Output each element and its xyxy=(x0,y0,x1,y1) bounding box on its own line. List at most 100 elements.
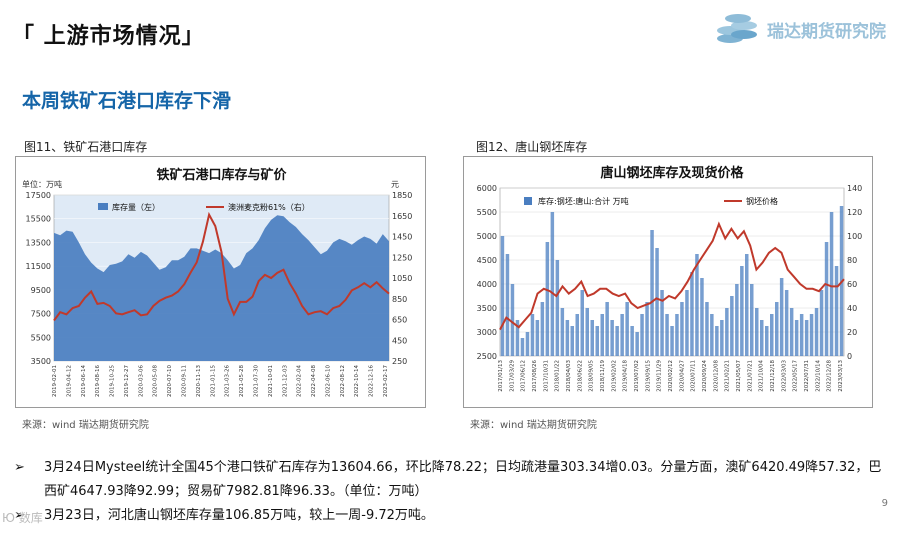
inventory-bar xyxy=(675,314,679,356)
inventory-bar xyxy=(750,284,754,356)
inventory-bar xyxy=(685,290,689,356)
inventory-bar xyxy=(695,254,699,356)
inventory-bar xyxy=(720,320,724,356)
inventory-bar xyxy=(770,314,774,356)
x-tick-label: 2019-02-01 xyxy=(52,365,58,397)
inventory-bar xyxy=(819,290,824,356)
x-tick-label: 2017/03/29 xyxy=(509,360,515,392)
inventory-bar xyxy=(515,320,520,356)
x-tick-label: 2021/07/21 xyxy=(747,360,753,392)
x-tick-label: 2020/04/27 xyxy=(679,360,685,392)
bullet-item: ➢ 3月23日，河北唐山钢坯库存量106.85万吨，较上一周-9.72万吨。 xyxy=(14,504,884,528)
inventory-bar xyxy=(610,320,614,356)
x-tick-label: 2022-02-04 xyxy=(297,365,303,397)
x-tick-label: 2020/12/08 xyxy=(713,360,719,392)
x-tick-label: 2019-10-25 xyxy=(110,365,116,397)
inventory-bar xyxy=(834,266,839,356)
inventory-bar xyxy=(640,314,644,356)
inventory-bar xyxy=(735,284,739,356)
page-number: 9 xyxy=(881,498,888,509)
y-tick-label: 9500 xyxy=(31,286,51,295)
legend-label: 库存量（左） xyxy=(112,202,160,212)
x-tick-label: 2022-04-08 xyxy=(311,365,317,397)
x-tick-label: 2018/01/22 xyxy=(555,360,561,392)
x-tick-label: 2022/03/03 xyxy=(781,360,787,392)
inventory-bar xyxy=(575,314,579,356)
bullet-text: 3月23日，河北唐山钢坯库存量106.85万吨，较上一周-9.72万吨。 xyxy=(44,508,434,523)
inventory-bar xyxy=(595,326,599,356)
y-tick-label: 3500 xyxy=(477,304,497,313)
inventory-bar xyxy=(794,320,799,356)
x-tick-label: 2018/04/03 xyxy=(566,360,572,392)
x-tick-label: 2019/09/15 xyxy=(645,360,651,392)
y2-tick-label: 1450 xyxy=(392,233,412,242)
inventory-area-series xyxy=(54,215,389,361)
inventory-bar xyxy=(635,332,639,356)
x-tick-label: 2022-10-14 xyxy=(354,365,360,397)
inventory-bar xyxy=(680,302,684,356)
y2-axis-unit: 元 xyxy=(391,180,399,189)
inventory-bar xyxy=(829,212,834,356)
x-tick-label: 2018/09/05 xyxy=(589,360,595,392)
y2-tick-label: 80 xyxy=(847,256,857,265)
inventory-bar xyxy=(660,290,664,356)
figure-caption-11: 图11、铁矿石港口库存 xyxy=(24,140,148,154)
inventory-bar xyxy=(505,254,510,356)
x-tick-label: 2022/12/28 xyxy=(827,360,833,392)
x-tick-label: 2020-11-13 xyxy=(196,365,202,397)
x-tick-label: 2020-09-11 xyxy=(182,365,188,397)
x-tick-label: 2019-12-27 xyxy=(124,365,130,397)
legend-label: 钢坯价格 xyxy=(746,196,778,206)
inventory-bar xyxy=(715,326,719,356)
x-tick-label: 2021/10/04 xyxy=(759,360,765,392)
inventory-bar xyxy=(605,302,609,356)
y2-tick-label: 250 xyxy=(392,357,407,366)
x-tick-label: 2019-08-16 xyxy=(95,365,101,397)
inventory-bar xyxy=(580,290,584,356)
y-tick-label: 2500 xyxy=(477,352,497,361)
inventory-bar xyxy=(625,302,629,356)
inventory-bar xyxy=(585,308,589,356)
y2-tick-label: 120 xyxy=(847,208,862,217)
chart-iron-ore-svg: 17500 15500 13500 11500 9500 7500 5500 3500 1850… xyxy=(22,167,412,397)
inventory-bar xyxy=(655,248,659,356)
inventory-bar xyxy=(665,314,669,356)
inventory-bar xyxy=(620,314,624,356)
brand-logo: 瑞达期货研究院 xyxy=(715,12,886,46)
x-tick-label: 2022/10/14 xyxy=(815,360,821,392)
watermark: Ю 数库 xyxy=(2,511,43,525)
y-tick-label: 7500 xyxy=(31,310,51,319)
x-tick-label: 2023/03/13 xyxy=(838,360,844,392)
bullet-text: 3月24日Mysteel统计全国45个港口铁矿石库存为13604.66，环比降7… xyxy=(44,460,882,499)
y2-tick-label: 1250 xyxy=(392,253,412,262)
y-tick-label: 4000 xyxy=(477,280,497,289)
x-tick-label: 2021-07-30 xyxy=(253,365,259,397)
inventory-bar xyxy=(525,332,530,356)
inventory-bar xyxy=(809,314,814,356)
inventory-bar xyxy=(670,326,674,356)
section-subtitle: 本周铁矿石港口库存下滑 xyxy=(22,90,232,112)
y2-tick-label: 650 xyxy=(392,316,407,325)
inventory-bar xyxy=(510,284,515,356)
x-tick-label: 2022/05/17 xyxy=(793,360,799,392)
x-tick-label: 2021/12/18 xyxy=(770,360,776,392)
inventory-bar xyxy=(600,314,604,356)
inventory-bar xyxy=(555,260,560,356)
y2-tick-label: 850 xyxy=(392,295,407,304)
y2-tick-label: 1650 xyxy=(392,212,412,221)
brand-name: 瑞达期货研究院 xyxy=(767,21,886,42)
x-tick-label: 2019/07/02 xyxy=(634,360,640,392)
legend-swatch-inventory xyxy=(524,197,532,205)
bullet-item: ➢ 3月24日Mysteel统计全国45个港口铁矿石库存为13604.66，环比… xyxy=(14,456,884,504)
inventory-bar xyxy=(784,290,789,356)
bullet-list: ➢ 3月24日Mysteel统计全国45个港口铁矿石库存为13604.66，环比… xyxy=(14,456,884,528)
x-tick-label: 2022-06-10 xyxy=(325,365,331,397)
inventory-bar xyxy=(700,278,704,356)
chart-title: 唐山钢坯库存及现货价格 xyxy=(600,165,744,181)
inventory-bar xyxy=(590,320,594,356)
inventory-bar xyxy=(765,326,769,356)
source-note-12: 来源：wind 瑞达期货研究院 xyxy=(470,420,597,431)
y-tick-label: 5500 xyxy=(477,208,497,217)
y2-tick-label: 100 xyxy=(847,232,862,241)
y2-tick-label: 1850 xyxy=(392,191,412,200)
